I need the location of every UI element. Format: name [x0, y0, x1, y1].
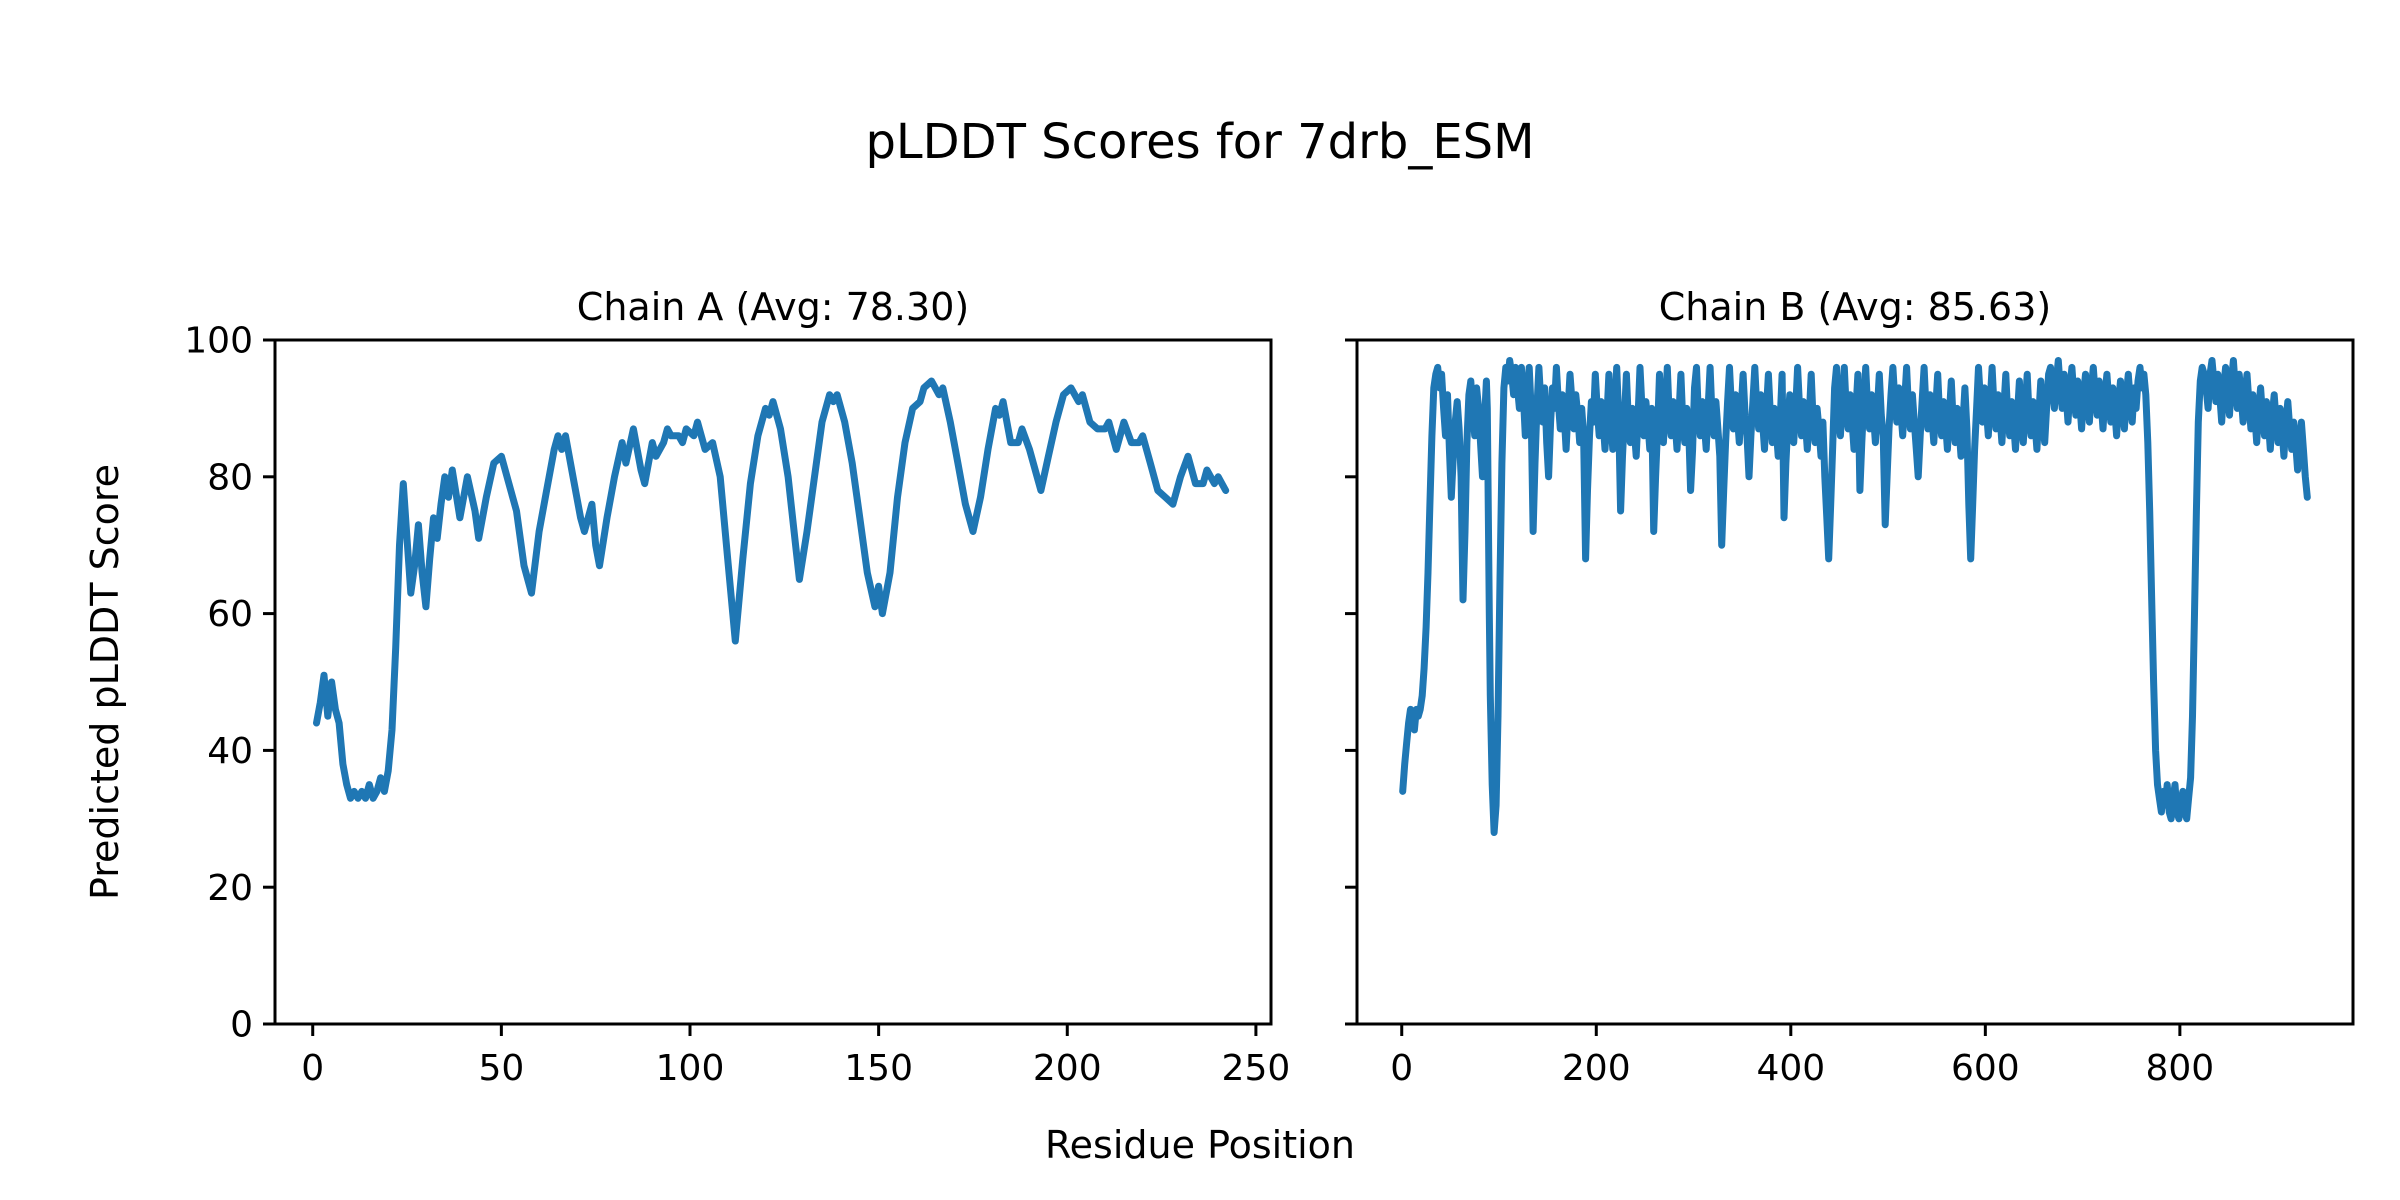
x-tick-label: 0	[301, 1048, 324, 1089]
x-tick-label: 0	[1390, 1048, 1413, 1089]
x-axis-label: Residue Position	[1045, 1123, 1355, 1167]
figure-title: pLDDT Scores for 7drb_ESM	[865, 114, 1534, 170]
x-tick-label: 100	[656, 1048, 725, 1089]
chain-b-axes: 0 200 400 600 800	[1345, 338, 2355, 1089]
y-tick-label: 60	[207, 594, 253, 635]
y-tick-label: 0	[230, 1005, 253, 1046]
axes-frame	[273, 338, 1273, 1026]
y-tick-label: 100	[184, 321, 253, 362]
plddt-line-chain-a	[313, 377, 1230, 802]
chain-b-title: Chain B (Avg: 85.63)	[1659, 285, 2051, 329]
axes-frame	[1355, 338, 2355, 1026]
x-tick-label: 800	[2146, 1048, 2215, 1089]
y-tick-label: 40	[207, 731, 253, 772]
x-tick-label: 250	[1222, 1048, 1291, 1089]
y-axis-label: Predicted pLDDT Score	[83, 464, 127, 900]
chain-a-title: Chain A (Avg: 78.30)	[577, 285, 969, 329]
x-tick-label: 150	[844, 1048, 913, 1089]
chain-a-axes: 0 50 100 150 200 250 0 20 40 60 80 100	[184, 321, 1290, 1089]
y-tick-label: 80	[207, 457, 253, 498]
y-tick-label: 20	[207, 868, 253, 909]
x-tick-label: 600	[1951, 1048, 2020, 1089]
x-tick-label: 50	[478, 1048, 524, 1089]
plddt-line-chain-b	[1399, 357, 2311, 836]
x-tick-label: 200	[1033, 1048, 1102, 1089]
x-tick-label: 400	[1756, 1048, 1825, 1089]
x-tick-label: 200	[1562, 1048, 1631, 1089]
